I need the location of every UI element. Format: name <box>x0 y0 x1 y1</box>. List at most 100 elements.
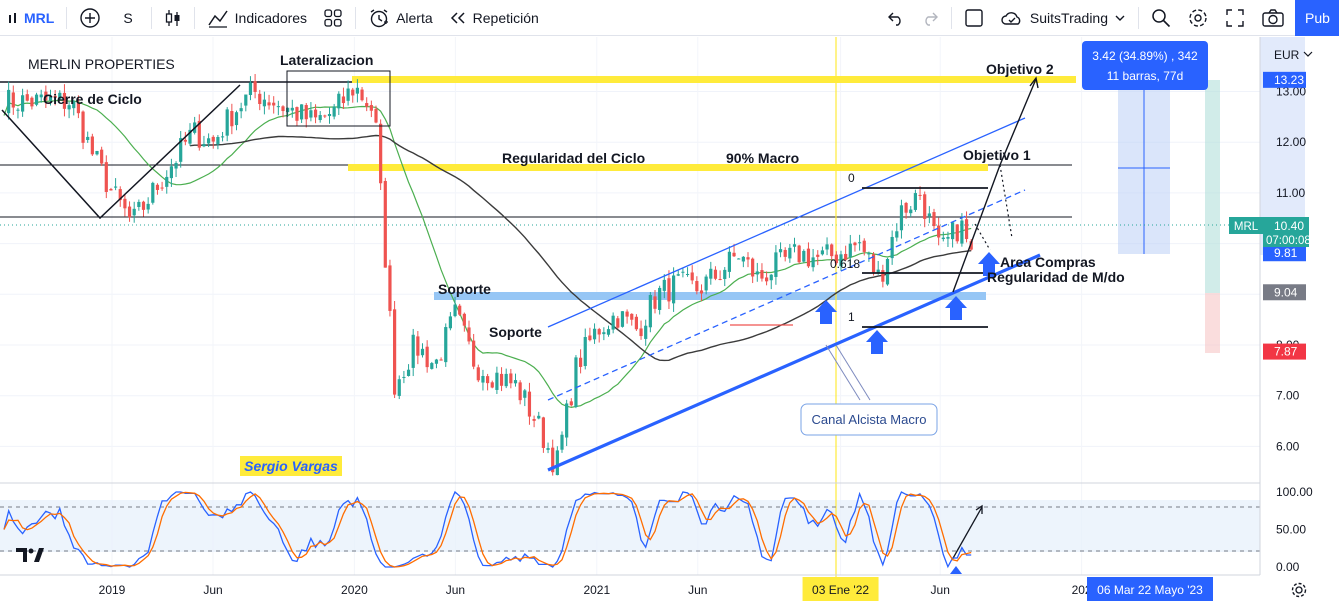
currency-chevron-icon <box>1303 51 1313 57</box>
candle-body <box>890 236 894 259</box>
candle-body <box>295 107 299 121</box>
layout-name-button[interactable]: SuitsTrading <box>992 0 1134 36</box>
candle-body <box>216 137 220 145</box>
stoch-arrowhead <box>975 504 983 514</box>
price-badge-bg <box>1263 343 1306 360</box>
candle-body <box>230 110 234 127</box>
tradingview-logo-icon <box>16 548 44 562</box>
chart-type-button[interactable] <box>156 0 190 36</box>
settings-button[interactable] <box>1179 0 1217 36</box>
candle-body <box>904 202 908 213</box>
redo-button[interactable] <box>913 0 947 36</box>
candle-body <box>955 224 959 242</box>
replay-button[interactable]: Repetición <box>441 0 547 36</box>
candle-body <box>430 363 434 369</box>
channel-top-line <box>547 117 1026 328</box>
author-highlight <box>240 456 342 476</box>
candle-body <box>11 92 15 108</box>
stoch-d-line <box>3 491 972 568</box>
layout-name-label: SuitsTrading <box>1029 9 1108 26</box>
last-price-value: 10.40 <box>1274 219 1304 233</box>
candle-body <box>234 112 239 126</box>
candle-body <box>551 447 555 473</box>
range-label-bg <box>1087 577 1213 601</box>
measure-info-line1: 3.42 (34.89%) , 342 <box>1092 49 1198 63</box>
candle-body <box>537 415 541 419</box>
symbol-search[interactable]: MRL <box>0 0 62 36</box>
time-tick-label: 2019 <box>99 583 126 597</box>
projection-arrowhead <box>1029 76 1039 89</box>
interval-button[interactable]: S <box>109 0 146 36</box>
stochastic-indicator <box>3 490 972 569</box>
candle-body <box>81 111 85 143</box>
candle-body <box>876 269 880 273</box>
candle-body <box>476 367 480 381</box>
candle-body <box>941 237 945 240</box>
candle-body <box>239 108 243 112</box>
snapshot-button[interactable] <box>1253 0 1293 36</box>
candle-body <box>262 99 266 107</box>
undo-button[interactable] <box>879 0 913 36</box>
candle-body <box>453 304 457 317</box>
candle-body <box>141 201 146 210</box>
indicators-button[interactable]: Indicadores <box>199 0 315 36</box>
candle-body <box>104 162 108 192</box>
compare-button[interactable] <box>71 0 109 36</box>
time-axis: 2019 Jun 2020 Jun 2021 Jun 03 Ene '22 Jun 202 06 … <box>0 574 1260 601</box>
publish-button[interactable]: Pub <box>1295 0 1339 36</box>
layout-button[interactable] <box>956 0 992 36</box>
position-profit-zone <box>1205 80 1220 293</box>
candle-body <box>523 390 527 398</box>
candle-body <box>732 252 736 257</box>
candle-body <box>690 272 694 281</box>
stoch-tick-label: 0.00 <box>1276 560 1300 574</box>
settings-gear[interactable] <box>1291 582 1307 598</box>
candle-body <box>351 89 355 96</box>
candle-body <box>16 109 20 111</box>
candle-body <box>755 271 759 275</box>
time-tick-label: 2021 <box>583 583 610 597</box>
candle-body <box>151 182 155 203</box>
candle-body <box>448 316 452 329</box>
candle-body <box>346 88 350 101</box>
candle-body <box>393 309 397 395</box>
candle-body <box>416 336 420 356</box>
candle-body <box>606 329 611 335</box>
toolbar-divider <box>66 6 68 29</box>
search-button[interactable] <box>1143 0 1179 36</box>
replay-icon <box>449 11 467 25</box>
fullscreen-icon <box>1225 8 1245 28</box>
candle-body <box>211 136 215 142</box>
candle-body <box>951 222 955 240</box>
settings-gear-icon <box>1291 582 1307 598</box>
alert-button[interactable]: Alerta <box>360 0 441 36</box>
candle-body <box>699 290 704 294</box>
candle-body <box>723 269 727 279</box>
time-tick-label: Jun <box>931 583 950 597</box>
candle-body <box>760 270 764 279</box>
candle-body <box>704 276 708 291</box>
templates-button[interactable] <box>315 0 351 36</box>
stoch-tick-label: 50.00 <box>1276 523 1306 537</box>
lateral-box <box>286 70 391 127</box>
candle-body <box>504 373 508 387</box>
candle-body <box>923 194 927 219</box>
candle-body <box>844 253 848 260</box>
candle-body <box>132 208 136 216</box>
chart-area[interactable]: MERLIN PROPERTIES Lateralizacion Cierre … <box>0 37 1339 608</box>
replay-label: Repetición <box>472 9 539 26</box>
toolbar-divider <box>193 6 195 29</box>
fib-label-1: 1 <box>848 310 855 324</box>
candle-body <box>858 242 862 244</box>
alert-label: Alerta <box>396 9 433 26</box>
candle-body <box>248 82 253 96</box>
fullscreen-button[interactable] <box>1217 0 1253 36</box>
candle-body <box>499 373 504 386</box>
candle-body <box>197 120 201 148</box>
candle-body <box>788 247 792 259</box>
stoch-tick-label: 100.00 <box>1276 485 1313 499</box>
candle-body <box>839 254 843 267</box>
price-chart[interactable]: MERLIN PROPERTIES Lateralizacion Cierre … <box>0 37 1339 608</box>
chart-text-annotations: MERLIN PROPERTIES Lateralizacion Cierre … <box>28 52 1125 474</box>
candle-body <box>927 213 931 217</box>
